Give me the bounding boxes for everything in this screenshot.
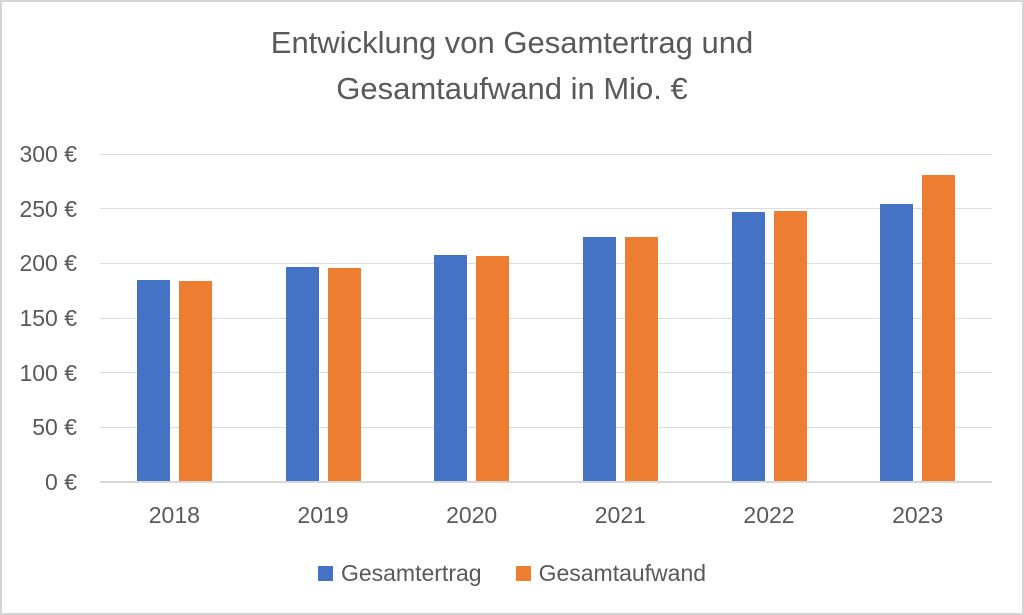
legend-label-gesamtertrag: Gesamtertrag (340, 560, 482, 586)
y-axis-label-250: 250 € (19, 195, 77, 222)
x-axis-label-2023: 2023 (892, 502, 944, 528)
bar-gesamtertrag-2019 (285, 267, 319, 482)
gridline-150 (100, 317, 992, 319)
bar-gesamtaufwand-2023 (922, 175, 956, 482)
bar-gesamtertrag-2018 (136, 280, 170, 482)
legend-label-gesamtaufwand: Gesamtaufwand (538, 560, 707, 586)
chart-title-line-1: Entwicklung von Gesamtertrag und (270, 25, 754, 60)
y-axis-label-100: 100 € (19, 359, 77, 386)
gesamtertrag-swatch-icon (317, 566, 333, 581)
legend-item-gesamtertrag: Gesamtertrag (317, 560, 482, 587)
bar-gesamtertrag-2021 (582, 237, 616, 482)
chart-title: Entwicklung von Gesamtertrag und Gesamta… (0, 20, 1024, 112)
x-axis-line (100, 481, 992, 483)
y-axis-label-0: 0 € (45, 469, 77, 495)
gridline-250 (100, 208, 992, 210)
x-axis-label-2018: 2018 (148, 502, 200, 528)
legend: Gesamtertrag Gesamtaufwand (0, 560, 1024, 587)
y-axis-label-50: 50 € (32, 414, 77, 441)
chart-title-line-2: Gesamtaufwand in Mio. € (336, 71, 688, 106)
bar-gesamtaufwand-2022 (773, 211, 807, 482)
x-axis-label-2021: 2021 (594, 502, 646, 528)
gridline-50 (100, 426, 992, 428)
y-axis-label-300: 300 € (19, 141, 77, 167)
gesamtaufwand-swatch-icon (515, 566, 531, 581)
gridline-200 (100, 262, 992, 264)
x-axis-label-2019: 2019 (297, 502, 349, 528)
bar-gesamtertrag-2022 (731, 212, 765, 482)
bar-gesamtaufwand-2018 (178, 281, 212, 482)
legend-item-gesamtaufwand: Gesamtaufwand (515, 560, 707, 587)
x-axis-label-2020: 2020 (446, 502, 498, 528)
bar-gesamtertrag-2023 (880, 204, 914, 482)
bar-gesamtaufwand-2020 (476, 256, 510, 482)
y-axis-label-200: 200 € (19, 250, 77, 277)
bar-gesamtertrag-2020 (434, 255, 468, 482)
gridline-100 (100, 372, 992, 374)
gridline-300 (100, 153, 992, 155)
x-axis-label-2022: 2022 (743, 502, 795, 528)
bar-gesamtaufwand-2019 (327, 268, 361, 482)
y-axis-label-150: 150 € (19, 305, 77, 331)
bar-gesamtaufwand-2021 (624, 237, 658, 482)
